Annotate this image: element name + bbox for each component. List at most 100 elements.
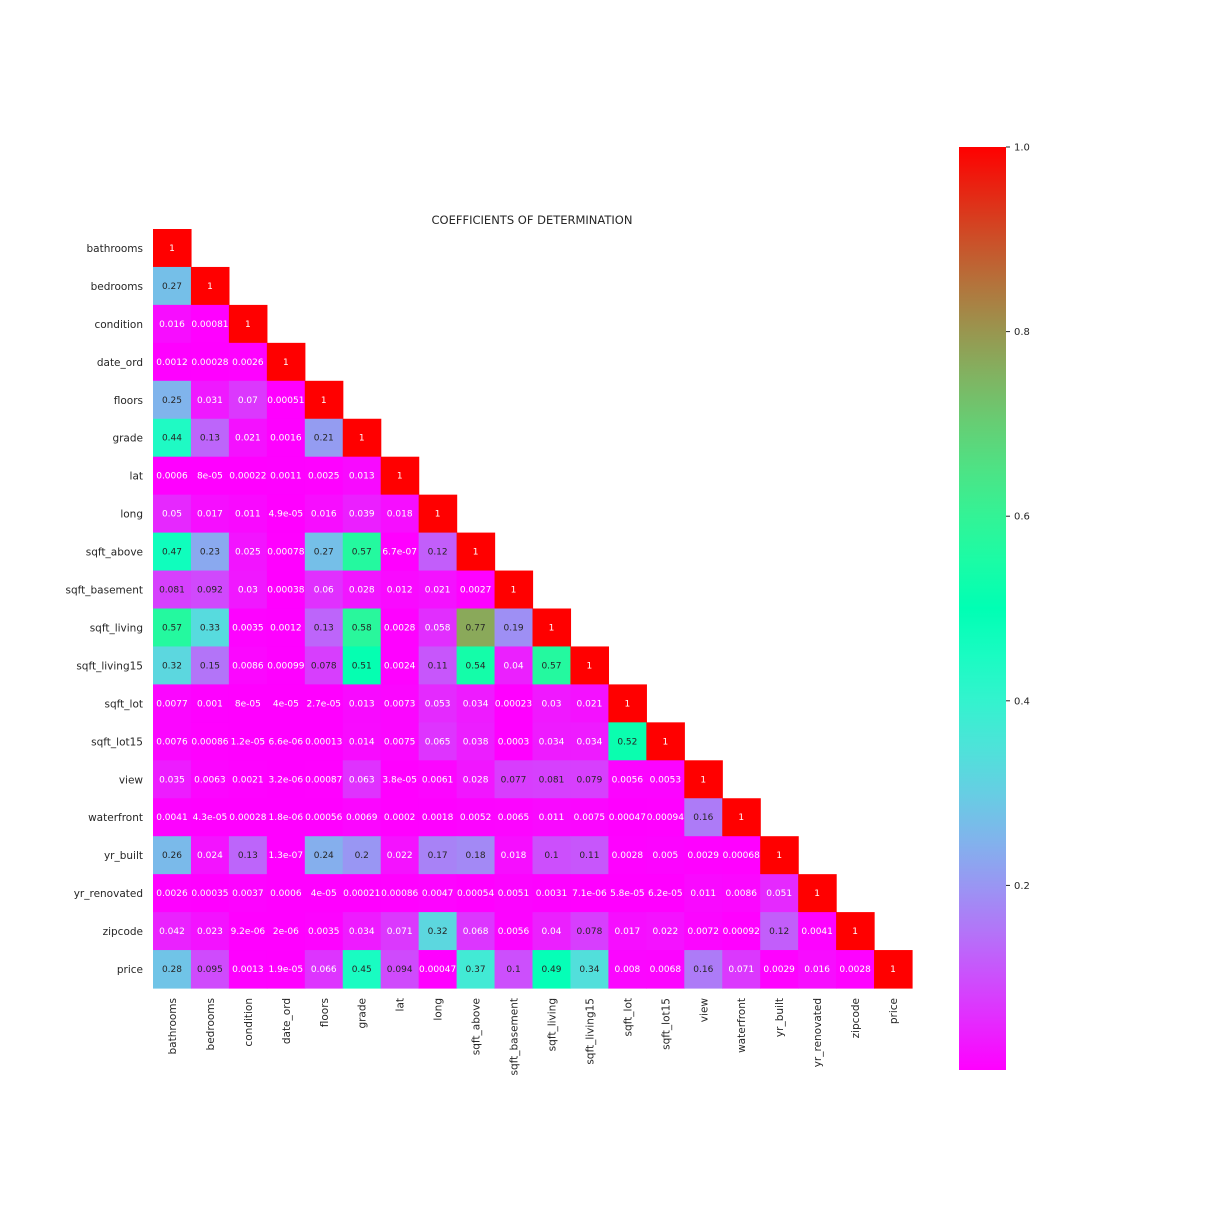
heatmap-cell — [532, 722, 572, 761]
heatmap-cell — [153, 342, 192, 382]
cell-value-label: 0.17 — [428, 851, 448, 861]
heatmap-cell — [266, 722, 306, 761]
heatmap-cell — [418, 798, 458, 837]
heatmap-cell — [304, 798, 344, 837]
heatmap-cell — [190, 570, 230, 610]
heatmap-cell — [532, 646, 572, 685]
heatmap-cell — [646, 722, 685, 761]
heatmap-cell — [266, 418, 306, 458]
heatmap-cell — [456, 646, 496, 685]
heatmap-cell — [570, 912, 609, 951]
cell-value-label: 1 — [359, 434, 365, 444]
cell-value-label: 0.00035 — [191, 889, 228, 899]
cell-value-label: 0.013 — [349, 472, 375, 482]
heatmap-cell — [342, 684, 382, 723]
cell-value-label: 0.038 — [463, 737, 489, 747]
heatmap-cell — [228, 760, 268, 799]
heatmap-cell — [304, 418, 344, 458]
cell-value-label: 0.33 — [200, 623, 220, 633]
cell-value-label: 0.024 — [197, 851, 223, 861]
cell-value-label: 0.0025 — [308, 472, 340, 482]
heatmap-cell — [342, 722, 382, 761]
heatmap-cell — [342, 912, 382, 951]
cell-value-label: 0.13 — [200, 434, 220, 444]
cell-value-label: 0.0011 — [270, 472, 302, 482]
cell-value-label: 0.079 — [577, 775, 603, 785]
heatmap-cell — [608, 684, 647, 723]
heatmap-cell — [228, 874, 268, 913]
heatmap-cell — [570, 722, 609, 761]
cell-value-label: 0.32 — [162, 661, 182, 671]
heatmap-cell — [418, 570, 458, 610]
heatmap-cell — [304, 570, 344, 610]
y-tick-label: yr_built — [104, 850, 143, 862]
x-tick-label: long — [433, 998, 445, 1021]
cell-value-label: 0.0035 — [308, 927, 340, 937]
cell-value-label: 1 — [662, 737, 668, 747]
cell-value-label: 0.0028 — [384, 623, 416, 633]
cell-value-label: 0.0073 — [384, 699, 416, 709]
cell-value-label: 1 — [587, 661, 593, 671]
cell-value-label: 0.0028 — [839, 965, 871, 975]
heatmap-cell — [532, 608, 572, 648]
cell-value-label: 0.16 — [693, 965, 713, 975]
cell-value-label: 0.00013 — [305, 737, 342, 747]
heatmap-cell — [456, 722, 496, 761]
heatmap-cell — [380, 760, 420, 799]
x-tick-label: sqft_lot15 — [660, 998, 672, 1050]
cell-value-label: 0.0031 — [536, 889, 568, 899]
heatmap-cell — [153, 798, 192, 837]
heatmap-cell — [342, 646, 382, 685]
heatmap-cell — [304, 608, 344, 648]
cell-value-label: 0.042 — [159, 927, 185, 937]
y-tick-label: sqft_basement — [65, 585, 143, 597]
cell-value-label: 1 — [473, 548, 479, 558]
heatmap-cell — [190, 608, 230, 648]
cell-value-label: 0.066 — [311, 965, 337, 975]
heatmap-cell — [342, 608, 382, 648]
cell-value-label: 0.0018 — [422, 813, 454, 823]
heatmap-cell — [266, 646, 306, 685]
heatmap-cell — [456, 912, 496, 951]
cell-value-label: 0.0075 — [384, 737, 416, 747]
cell-value-label: 0.014 — [349, 737, 375, 747]
heatmap-cell — [532, 874, 572, 913]
cell-value-label: 0.081 — [539, 775, 565, 785]
cell-value-label: 0.011 — [539, 813, 565, 823]
x-tick-label: yr_renovated — [812, 998, 824, 1067]
heatmap-cell — [228, 456, 268, 496]
heatmap-cell — [190, 456, 230, 496]
cell-value-label: 1 — [169, 244, 175, 254]
cell-value-label: 8e-05 — [197, 472, 223, 482]
heatmap-cell — [266, 494, 306, 534]
colorbar-tick-label: 0.6 — [1014, 512, 1030, 523]
heatmap-cell — [608, 836, 647, 875]
cell-value-label: 0.021 — [425, 586, 451, 596]
cell-value-label: 0.0065 — [498, 813, 530, 823]
cell-value-label: 0.04 — [504, 661, 524, 671]
cell-value-label: 0.0069 — [346, 813, 378, 823]
heatmap-cell — [153, 836, 192, 875]
heatmap-cell — [418, 874, 458, 913]
cell-value-label: 1 — [245, 320, 251, 330]
cell-value-label: 1 — [700, 775, 706, 785]
heatmap-cell — [190, 418, 230, 458]
heatmap-cell — [153, 494, 192, 534]
cell-value-label: 0.58 — [352, 623, 372, 633]
cell-value-label: 3.8e-05 — [382, 775, 417, 785]
cell-value-label: 0.0006 — [156, 472, 188, 482]
heatmap-cell — [418, 494, 458, 534]
heatmap-cell — [532, 950, 572, 989]
cell-value-label: 0.008 — [614, 965, 640, 975]
cell-value-label: 0.022 — [652, 927, 678, 937]
cell-value-label: 0.011 — [690, 889, 716, 899]
cell-value-label: 0.0027 — [460, 586, 492, 596]
colorbar-tick-label: 0.2 — [1014, 881, 1030, 892]
heatmap-cell — [266, 912, 306, 951]
heatmap-cell — [342, 874, 382, 913]
cell-value-label: 0.0012 — [270, 623, 302, 633]
cell-value-label: 9.2e-06 — [231, 927, 266, 937]
cell-value-label: 0.001 — [197, 699, 223, 709]
cell-value-label: 0.37 — [466, 965, 486, 975]
heatmap-cell — [418, 608, 458, 648]
